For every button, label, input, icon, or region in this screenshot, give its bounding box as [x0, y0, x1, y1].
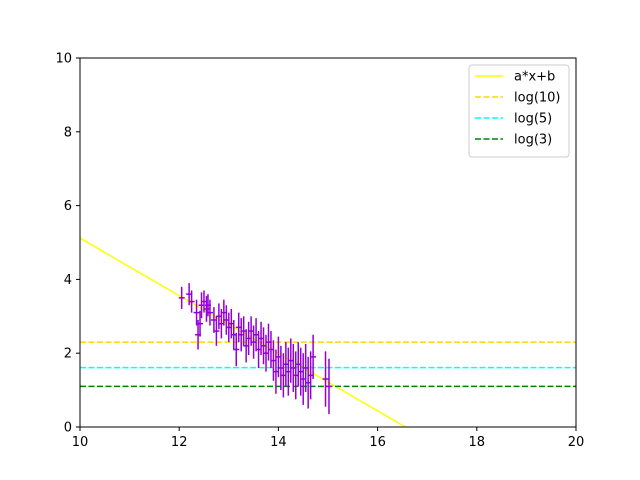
legend-label: log(5): [514, 112, 552, 127]
data-point: [206, 299, 213, 326]
x-tick-label: 20: [568, 435, 585, 450]
legend-label: log(10): [514, 91, 561, 106]
axes: 10 12 14 16 18 20 0 2 4 6 8 10: [55, 52, 584, 451]
x-tick-label: 14: [270, 435, 287, 450]
legend-box: [468, 64, 570, 158]
x-tick-label: 16: [369, 435, 386, 450]
y-tick-label: 6: [64, 199, 72, 214]
data-point: [213, 316, 220, 346]
data-point: [233, 332, 240, 367]
x-tick-label: 12: [171, 435, 188, 450]
legend-label: a*x+b: [514, 70, 555, 85]
y-tick-label: 0: [64, 421, 72, 436]
x-tick-label: 10: [72, 435, 89, 450]
plot-content: [80, 237, 576, 427]
data-point: [193, 299, 200, 326]
plot-area: [80, 237, 576, 427]
y-tick-label: 10: [55, 52, 72, 67]
data-point: [178, 286, 185, 309]
x-tick-label: 18: [469, 435, 486, 450]
data-point: [197, 310, 204, 337]
data-point: [188, 290, 195, 313]
data-point: [310, 334, 317, 380]
data-point: [326, 358, 332, 415]
fit-line-a-x-b: [80, 237, 406, 427]
y-tick-label: 8: [64, 125, 72, 140]
y-tick-label: 2: [64, 347, 72, 362]
legend-label: log(3): [514, 133, 552, 148]
y-tick-label: 4: [64, 273, 72, 288]
legend: a*x+b log(10) log(5) log(3): [468, 64, 570, 158]
data-point: [322, 351, 329, 407]
axes-frame: [79, 57, 577, 428]
